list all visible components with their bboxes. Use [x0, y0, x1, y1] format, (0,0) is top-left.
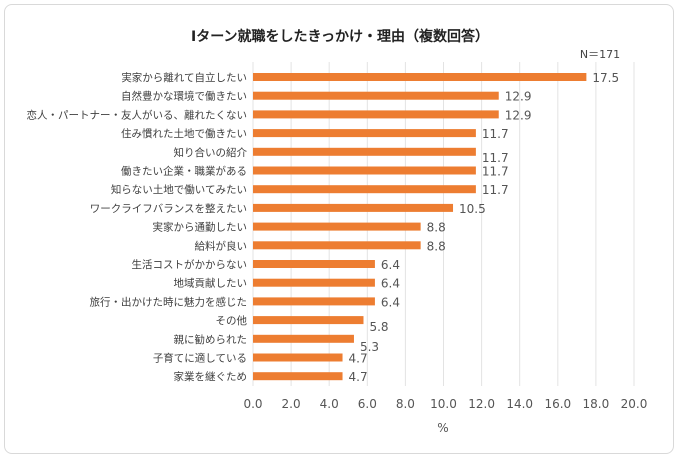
bar: [253, 278, 375, 287]
value-label: 11.7: [482, 165, 509, 179]
category-label: 知り合いの紹介: [174, 146, 248, 159]
x-axis-label: %: [437, 421, 448, 435]
category-label: 住み慣れた土地で働きたい: [121, 127, 247, 140]
value-label: 12.9: [505, 108, 532, 122]
bar: [253, 110, 499, 119]
bar: [253, 73, 587, 81]
category-label: 親に勧められた: [174, 333, 248, 346]
bar: [253, 91, 499, 100]
bar: [253, 241, 421, 250]
value-label: 12.9: [505, 90, 532, 104]
bar: [253, 166, 476, 175]
bar: [253, 260, 375, 268]
category-label: 給料が良い: [195, 239, 248, 252]
bar: [253, 185, 476, 194]
x-tick-label: 2.0: [282, 397, 301, 411]
x-tick-label: 6.0: [358, 397, 377, 411]
value-label: 4.7: [349, 352, 368, 366]
bar: [253, 203, 454, 212]
bar: [253, 334, 354, 343]
value-label: 11.7: [482, 183, 509, 197]
chart-title: Iターン就職をしたきっかけ・理由（複数回答）: [191, 28, 489, 45]
category-label: 地域貢献したい: [174, 277, 248, 290]
value-label: 11.7: [482, 127, 509, 141]
value-label: 6.4: [381, 295, 400, 309]
category-label: 恋人・パートナー・友人がいる、離れたくない: [27, 108, 248, 121]
bar: [253, 129, 476, 138]
bar: [253, 353, 343, 362]
bar: [253, 316, 364, 325]
value-label: 8.8: [427, 239, 446, 253]
x-tick-label: 4.0: [320, 397, 339, 411]
x-tick-label: 8.0: [396, 397, 415, 411]
value-label: 8.8: [427, 221, 446, 235]
x-tick-label: 18.0: [583, 397, 610, 411]
value-label: 17.5: [592, 71, 619, 85]
category-label: 生活コストがかからない: [132, 258, 248, 271]
category-label: 家業を継ぐため: [174, 370, 248, 383]
sample-size-note: N＝171: [580, 48, 620, 61]
x-tick-label: 20.0: [621, 397, 648, 411]
bar: [253, 372, 343, 381]
x-tick-label: 16.0: [544, 397, 571, 411]
category-label: 働きたい企業・職業がある: [121, 165, 247, 178]
category-label: 旅行・出かけた時に魅力を感じた: [90, 295, 248, 308]
value-label: 5.8: [369, 320, 388, 334]
category-label: 知らない土地で働いてみたい: [111, 183, 247, 196]
x-tick-label: 12.0: [468, 397, 495, 411]
category-label: 自然豊かな環境で働きたい: [121, 90, 247, 103]
x-tick-label: 10.0: [430, 397, 457, 411]
category-label: その他: [216, 314, 248, 327]
value-label: 10.5: [459, 202, 486, 216]
value-label: 5.3: [360, 340, 379, 354]
category-label: 実家から離れて自立したい: [121, 71, 247, 84]
value-label: 4.7: [349, 370, 368, 384]
value-label: 11.7: [482, 151, 509, 165]
value-label: 6.4: [381, 277, 400, 291]
category-label: 実家から通勤したい: [153, 221, 248, 234]
value-label: 6.4: [381, 258, 400, 272]
x-tick-label: 14.0: [506, 397, 533, 411]
x-tick-label: 0.0: [243, 397, 262, 411]
bar: [253, 297, 375, 306]
bar: [253, 147, 476, 156]
category-label: ワークライフバランスを整えたい: [90, 202, 247, 215]
chart-frame: [4, 4, 674, 454]
bar: [253, 222, 421, 231]
category-label: 子育てに適している: [153, 352, 247, 365]
